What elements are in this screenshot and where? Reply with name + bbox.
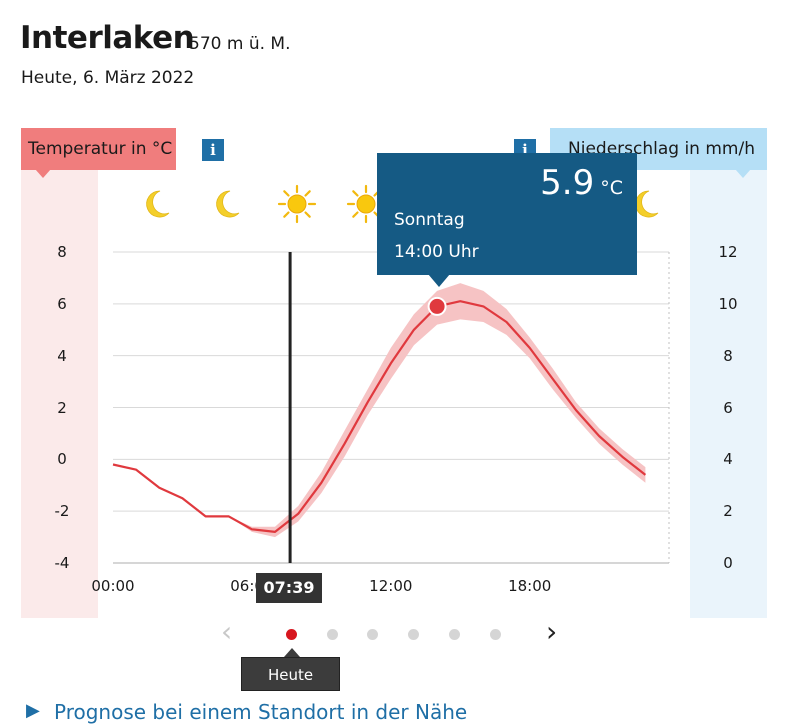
selected-data-point — [427, 296, 447, 316]
precipitation-legend-notch — [735, 169, 751, 178]
tooltip-value: 5.9 °C — [540, 163, 623, 203]
tooltip-unit: °C — [600, 177, 623, 199]
page-title: Interlaken — [20, 20, 195, 56]
today-label-notch — [284, 648, 300, 657]
pager-dot[interactable] — [408, 629, 420, 640]
pager-dot[interactable] — [489, 629, 501, 640]
y-left-tick-label: 8 — [57, 243, 67, 261]
y-right-tick-label: 0 — [723, 554, 733, 572]
tooltip-time: 14:00 Uhr — [394, 242, 479, 262]
y-left-tick-label: -2 — [54, 502, 70, 521]
nearby-location-link[interactable]: Prognose bei einem Standort in der Nähe — [54, 700, 468, 724]
temperature-line — [112, 300, 647, 534]
y-left-tick-label: 4 — [57, 346, 67, 365]
x-tick-label: 18:00 — [508, 577, 552, 595]
y-right-tick-label: 6 — [723, 398, 733, 417]
temperature-axis-band — [21, 170, 98, 618]
tooltip-number: 5.9 — [540, 163, 595, 203]
pager-dot[interactable] — [367, 629, 379, 640]
date-label: Heute, 6. März 2022 — [21, 68, 195, 88]
temperature-range-band — [113, 283, 646, 538]
x-tick-label: 12:00 — [369, 577, 413, 595]
y-left-tick-label: -4 — [54, 554, 70, 572]
moon-icon — [146, 190, 170, 218]
y-left-tick-label: 2 — [57, 398, 67, 417]
y-left-tick-label: 0 — [57, 450, 67, 469]
elevation-label: 570 m ü. M. — [189, 34, 291, 54]
y-right-tick-label: 8 — [723, 346, 733, 365]
value-tooltip: 5.9 °C Sonntag 14:00 Uhr — [377, 153, 637, 275]
temperature-info-icon[interactable]: i — [202, 139, 224, 161]
y-right-tick-label: 4 — [723, 450, 733, 469]
y-right-tick-label: 10 — [718, 294, 738, 313]
y-right-tick-label: 2 — [723, 502, 733, 521]
sun-icon — [277, 184, 317, 224]
today-label: Heute — [241, 657, 340, 691]
pager-dot[interactable] — [286, 629, 297, 640]
y-left-tick-label: 6 — [57, 294, 67, 313]
x-tick-label: 00:00 — [91, 577, 135, 595]
chevron-right-icon[interactable]: ▶ — [26, 700, 40, 721]
next-day-button[interactable]: › — [546, 615, 558, 648]
tooltip-notch — [428, 274, 450, 287]
y-right-tick-label: 12 — [718, 243, 738, 261]
moon-icon — [216, 190, 240, 218]
previous-day-button[interactable]: ‹ — [221, 615, 233, 648]
tooltip-day: Sonntag — [394, 210, 465, 230]
current-time-label: 07:39 — [256, 573, 322, 603]
pager-dot[interactable] — [448, 629, 460, 640]
precipitation-axis-band — [690, 170, 767, 618]
moon-icon — [635, 190, 659, 218]
temperature-legend-tag: Temperatur in °C — [21, 128, 176, 170]
temperature-legend-notch — [35, 169, 51, 178]
pager-dot[interactable] — [326, 629, 338, 640]
